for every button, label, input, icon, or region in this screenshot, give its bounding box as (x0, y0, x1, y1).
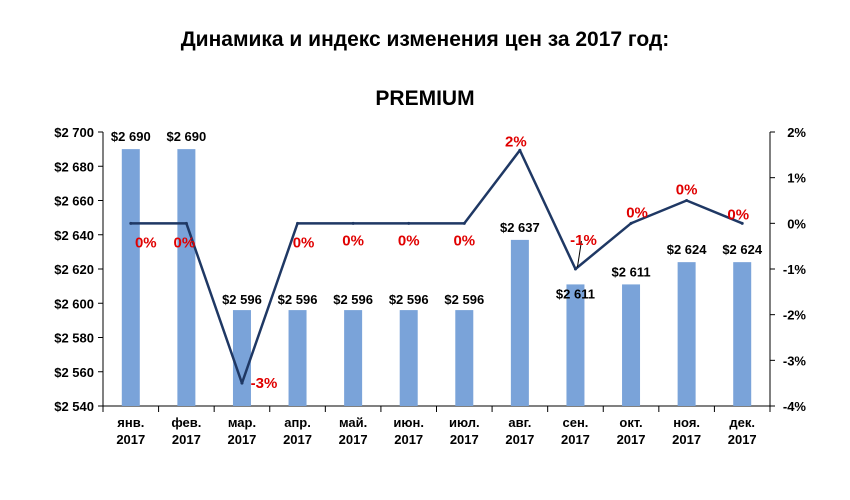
bar-value-label: $2 624 (667, 242, 708, 257)
percent-change-label: 0% (398, 232, 420, 249)
percent-change-label: -1% (570, 232, 597, 249)
line-point (462, 221, 466, 225)
percent-change-label: -3% (251, 375, 278, 392)
bar (677, 262, 696, 406)
x-tick-label-year: 2017 (116, 432, 145, 447)
percent-change-label: 0% (135, 234, 157, 251)
percent-change-label: 0% (174, 234, 196, 251)
x-tick-label-month: мар. (228, 415, 256, 430)
percent-change-label: 0% (727, 206, 749, 223)
x-tick-label-year: 2017 (283, 432, 312, 447)
x-tick-label-month: янв. (117, 415, 144, 430)
right-tick-label: 2% (787, 125, 806, 140)
bar (622, 284, 641, 406)
bar (733, 262, 752, 406)
x-tick-label-month: апр. (284, 415, 311, 430)
bar-value-label: $2 690 (111, 129, 151, 144)
x-tick-label-month: ноя. (673, 415, 700, 430)
x-tick-label-month: сен. (562, 415, 588, 430)
line-point (129, 221, 133, 225)
percent-change-label: 0% (676, 182, 698, 199)
x-tick-label-month: май. (339, 415, 367, 430)
line-point (407, 221, 411, 225)
left-tick-label: $2 560 (54, 365, 94, 380)
left-tick-label: $2 700 (54, 125, 94, 140)
x-tick-label-month: дек. (729, 415, 755, 430)
bar-value-label: $2 596 (278, 292, 318, 307)
bar-value-label: $2 611 (556, 286, 595, 301)
right-tick-label: -2% (783, 308, 807, 323)
left-tick-label: $2 680 (54, 159, 94, 174)
x-tick-label-year: 2017 (505, 432, 534, 447)
x-tick-label-year: 2017 (561, 432, 590, 447)
bar (399, 310, 418, 406)
bar-value-label: $2 624 (722, 242, 763, 257)
right-tick-label: 0% (787, 216, 806, 231)
line-point (184, 221, 188, 225)
bar-value-label: $2 596 (222, 292, 262, 307)
bar-value-label: $2 596 (333, 292, 373, 307)
left-tick-label: $2 540 (54, 399, 94, 414)
left-tick-label: $2 580 (54, 331, 94, 346)
bar-value-label: $2 611 (612, 264, 651, 279)
percent-change-label: 0% (453, 232, 475, 249)
x-tick-label-month: авг. (508, 415, 531, 430)
x-tick-label-year: 2017 (728, 432, 757, 447)
x-tick-label-year: 2017 (227, 432, 256, 447)
x-tick-label-month: окт. (619, 415, 642, 430)
line-point (629, 221, 633, 225)
bar (566, 284, 585, 406)
line-series (129, 148, 744, 385)
x-tick-label-year: 2017 (617, 432, 646, 447)
percent-change-label: 0% (342, 232, 364, 249)
x-tick-label-month: июн. (393, 415, 424, 430)
bar (232, 310, 251, 406)
label-leader-line (576, 240, 582, 268)
bar-value-label: $2 690 (166, 129, 206, 144)
bar (288, 310, 307, 406)
percent-change-label: 2% (505, 133, 527, 150)
right-tick-label: -1% (783, 262, 807, 277)
x-tick-label-month: фев. (171, 415, 201, 430)
line-point (740, 221, 744, 225)
line-path (130, 149, 743, 385)
line-point (351, 221, 355, 225)
chart-title: Динамика и индекс изменения цен за 2017 … (180, 28, 670, 51)
percent-change-label: 0% (293, 234, 315, 251)
left-tick-label: $2 660 (54, 194, 94, 209)
x-tick-label-year: 2017 (172, 432, 201, 447)
x-tick-label-year: 2017 (394, 432, 423, 447)
left-tick-label: $2 620 (54, 262, 94, 277)
bar (121, 149, 140, 406)
bar-value-label: $2 596 (389, 292, 429, 307)
right-tick-label: -3% (783, 353, 807, 368)
bar-value-label: $2 637 (500, 220, 540, 235)
line-point (685, 199, 689, 202)
bar (344, 310, 363, 406)
line-point (296, 221, 300, 225)
percent-change-label: 0% (626, 204, 648, 221)
right-tick-label: 1% (787, 171, 806, 186)
x-tick-label-year: 2017 (450, 432, 479, 447)
data-labels: $2 690 $2 690 $2 596 $2 596 $2 596 $2 596 $2 5… (111, 129, 763, 392)
chart-axes: $2 540 $2 560 $2 580 $2 600 $2 620 $2 640 $2 6… (54, 125, 806, 447)
bar-series (121, 149, 752, 406)
left-tick-label: $2 600 (54, 296, 94, 311)
line-point (573, 267, 577, 271)
x-tick-label-year: 2017 (339, 432, 368, 447)
chart-subtitle: PREMIUM (375, 87, 475, 110)
left-tick-label: $2 640 (54, 228, 94, 243)
bar (510, 239, 529, 406)
bar (455, 310, 474, 406)
right-tick-label: -4% (783, 399, 807, 414)
bar (177, 149, 196, 406)
bar-value-label: $2 596 (444, 292, 484, 307)
x-tick-label-month: июл. (449, 415, 480, 430)
x-tick-label-year: 2017 (672, 432, 701, 447)
line-point (518, 148, 522, 152)
line-point (240, 381, 244, 385)
